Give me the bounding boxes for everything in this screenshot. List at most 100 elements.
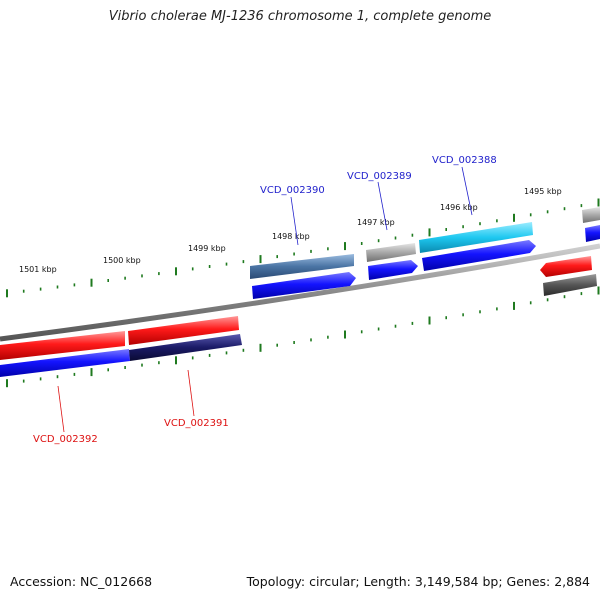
gene-arrow-blue[interactable] xyxy=(422,240,536,271)
outer-minor-tick xyxy=(377,239,380,243)
tick-label-1499: 1499 kbp xyxy=(188,244,226,253)
outer-minor-tick xyxy=(39,287,42,291)
outer-minor-tick xyxy=(445,228,447,231)
inner-minor-tick xyxy=(529,301,532,305)
outer-major-tick xyxy=(90,278,93,287)
tick-label-1495: 1495 kbp xyxy=(524,187,562,196)
inner-major-tick xyxy=(259,343,262,352)
inner-minor-tick xyxy=(377,327,380,331)
inner-major-tick xyxy=(513,301,515,310)
tick-label-1497: 1497 kbp xyxy=(357,218,395,227)
outer-minor-tick xyxy=(563,207,566,211)
outer-major-tick xyxy=(513,213,515,222)
outer-minor-tick xyxy=(293,252,295,256)
gene-label-vcd-002388[interactable]: VCD_002388 xyxy=(432,155,497,166)
outer-minor-tick xyxy=(73,283,76,287)
gene-arrow-red[interactable] xyxy=(0,331,125,360)
outer-major-tick xyxy=(428,228,431,237)
inner-minor-tick xyxy=(496,307,498,311)
outer-minor-tick xyxy=(107,279,109,282)
gene-feature-vcd-002390[interactable] xyxy=(250,254,354,279)
inner-minor-tick xyxy=(141,363,143,367)
outer-minor-tick xyxy=(276,255,278,259)
outer-minor-tick xyxy=(208,265,211,268)
inner-minor-tick xyxy=(191,356,194,360)
outer-minor-tick xyxy=(580,204,583,208)
inner-minor-tick xyxy=(479,310,481,314)
inner-minor-tick xyxy=(411,321,414,325)
inner-minor-tick xyxy=(56,375,59,379)
outer-minor-tick xyxy=(124,276,126,280)
outer-minor-tick xyxy=(56,285,59,289)
outer-minor-tick xyxy=(496,219,498,223)
inner-minor-tick xyxy=(107,368,109,372)
leader-line-vcd-002390 xyxy=(290,196,299,246)
gene-label-vcd-002390[interactable]: VCD_002390 xyxy=(260,185,325,196)
inner-minor-tick xyxy=(276,343,278,347)
inner-major-tick xyxy=(597,286,600,295)
gene-arrow-navy[interactable] xyxy=(129,334,242,361)
gene-arrow-blue[interactable] xyxy=(368,260,418,280)
leader-line-vcd-002389 xyxy=(377,181,388,231)
outer-minor-tick xyxy=(411,233,414,237)
inner-minor-tick xyxy=(242,348,245,352)
inner-minor-tick xyxy=(546,298,549,302)
gene-feature-vcd-002389[interactable] xyxy=(366,243,416,262)
inner-major-tick xyxy=(6,379,8,388)
inner-minor-tick xyxy=(360,330,363,334)
outer-minor-tick xyxy=(327,247,329,251)
inner-minor-tick xyxy=(293,341,295,344)
tick-label-1496: 1496 kbp xyxy=(440,203,478,212)
outer-minor-tick xyxy=(360,242,363,245)
inner-minor-tick xyxy=(462,313,464,317)
outer-minor-tick xyxy=(479,222,481,226)
inner-minor-tick xyxy=(158,361,160,365)
inner-minor-tick xyxy=(39,377,42,381)
outer-minor-tick xyxy=(546,210,549,214)
genome-summary-text: Topology: circular; Length: 3,149,584 bp… xyxy=(246,574,590,589)
inner-minor-tick xyxy=(445,316,447,320)
outer-minor-tick xyxy=(462,225,464,229)
outer-major-tick xyxy=(175,267,177,276)
inner-tick-ruler xyxy=(6,286,600,388)
outer-major-tick xyxy=(597,198,600,207)
outer-tick-ruler xyxy=(6,198,600,298)
chromosome-backbone xyxy=(0,243,600,342)
gene-label-vcd-002391[interactable]: VCD_002391 xyxy=(164,418,229,429)
inner-major-tick xyxy=(175,356,177,365)
gene-feature-gray[interactable] xyxy=(582,207,600,223)
inner-minor-tick xyxy=(580,292,583,296)
inner-minor-tick xyxy=(394,324,397,328)
outer-major-tick xyxy=(6,289,8,298)
leader-line-vcd-002388 xyxy=(461,166,473,216)
outer-minor-tick xyxy=(158,272,160,276)
gene-arrow-blue[interactable] xyxy=(252,272,356,299)
inner-major-tick xyxy=(428,316,431,325)
inner-major-tick xyxy=(90,368,93,377)
inner-minor-tick xyxy=(124,366,126,369)
inner-minor-tick xyxy=(327,335,329,339)
gene-label-vcd-002389[interactable]: VCD_002389 xyxy=(347,171,412,182)
gene-feature-vcd-002388[interactable] xyxy=(419,222,533,253)
leader-line-vcd-002392 xyxy=(57,385,65,433)
outer-minor-tick xyxy=(225,262,228,266)
inner-minor-tick xyxy=(563,295,566,299)
outer-minor-tick xyxy=(22,289,25,293)
inner-major-tick xyxy=(344,330,346,339)
gene-feature-vcd-002392[interactable] xyxy=(0,349,130,377)
gene-arrow-red[interactable] xyxy=(540,256,592,277)
outer-minor-tick xyxy=(191,267,194,271)
tick-label-1498: 1498 kbp xyxy=(272,232,310,241)
leader-line-vcd-002391 xyxy=(187,369,195,417)
tick-label-1501: 1501 kbp xyxy=(19,265,57,274)
inner-minor-tick xyxy=(208,353,211,357)
outer-minor-tick xyxy=(394,236,397,240)
gene-feature-darkgray[interactable] xyxy=(543,274,597,296)
inner-minor-tick xyxy=(22,379,25,383)
gene-label-vcd-002392[interactable]: VCD_002392 xyxy=(33,434,98,445)
outer-minor-tick xyxy=(529,213,532,217)
inner-minor-tick xyxy=(310,338,312,342)
gene-arrow-blue[interactable] xyxy=(585,225,600,242)
gene-feature-vcd-002391[interactable] xyxy=(128,316,239,345)
